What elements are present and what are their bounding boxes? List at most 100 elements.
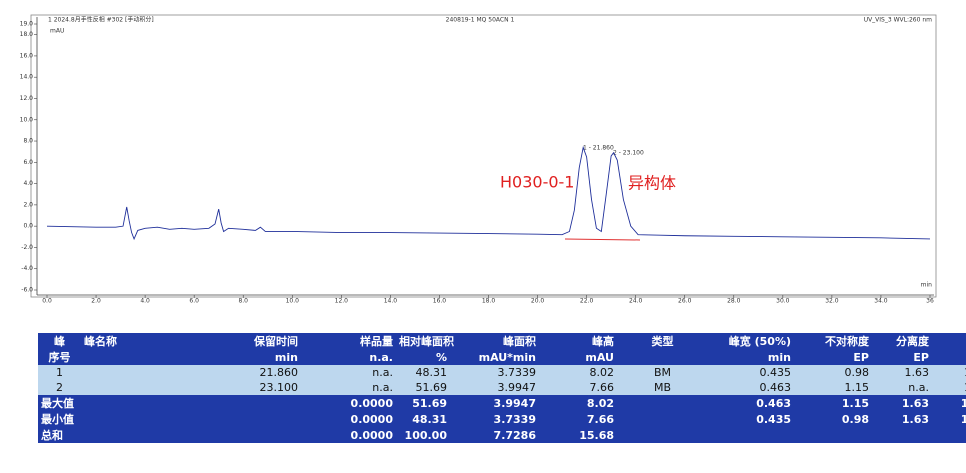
y-tick-label: 6.0 bbox=[23, 159, 33, 166]
peak-label: 2 - 23.100 bbox=[613, 150, 644, 157]
table-cell: 峰 bbox=[38, 333, 81, 349]
x-tick-label: 34.0 bbox=[874, 298, 888, 305]
table-cell: 48.31 bbox=[396, 365, 450, 380]
table-cell: 3.7339 bbox=[450, 365, 539, 380]
table-cell: 峰高 bbox=[539, 333, 617, 349]
table-cell: 13776 bbox=[932, 411, 966, 427]
table-cell: 48.31 bbox=[396, 411, 450, 427]
table-cell: 3.9947 bbox=[450, 395, 539, 411]
table-cell bbox=[81, 427, 212, 443]
table-cell bbox=[212, 427, 301, 443]
table-cell: 最小值 bbox=[38, 411, 81, 427]
table-cell: 21.860 bbox=[212, 365, 301, 380]
table-cell: 7.66 bbox=[539, 380, 617, 395]
x-tick-label: 30.0 bbox=[776, 298, 790, 305]
x-tick-label: 20.0 bbox=[531, 298, 545, 305]
y-tick-label: -4.0 bbox=[21, 265, 33, 272]
y-tick-label: 12.0 bbox=[20, 95, 34, 102]
table-cell: 8.02 bbox=[539, 395, 617, 411]
annotation: 异构体 bbox=[628, 174, 676, 193]
chart-subtitle: 240819-1 MQ 50ACN 1 bbox=[446, 17, 515, 24]
table-cell bbox=[81, 380, 212, 395]
table-row: 总和 0.0000 100.00 7.7286 15.68 bbox=[38, 427, 966, 443]
x-tick-label: 18.0 bbox=[482, 298, 496, 305]
chart: 1 2024.8月手性反相 #302 [手动积分] 240819-1 MQ 50… bbox=[20, 14, 937, 305]
table-cell: mAU*min bbox=[450, 349, 539, 365]
table-cell: n.a. bbox=[301, 349, 396, 365]
table-cell: 峰宽 (50%) bbox=[708, 333, 794, 349]
chart-title: 1 2024.8月手性反相 #302 [手动积分] bbox=[48, 16, 154, 24]
table-cell: 0.435 bbox=[708, 411, 794, 427]
table-cell: 8.02 bbox=[539, 365, 617, 380]
table-cell: 相对峰面积 bbox=[396, 333, 454, 349]
table-cell: 15.68 bbox=[539, 427, 617, 443]
y-tick-label: 4.0 bbox=[23, 180, 33, 187]
x-tick-label: 0.0 bbox=[42, 298, 52, 305]
x-tick-label: 28.0 bbox=[727, 298, 741, 305]
table-cell: BM bbox=[617, 365, 708, 380]
table-cell bbox=[81, 349, 212, 365]
y-tick-label: 18.0 bbox=[20, 31, 34, 38]
table-cell: 0.463 bbox=[708, 395, 794, 411]
table-cell: mAU bbox=[539, 349, 617, 365]
table-cell bbox=[932, 427, 966, 443]
y-tick-label: 19.0 bbox=[20, 21, 34, 28]
table-cell bbox=[617, 411, 708, 427]
table-cell: 1.15 bbox=[794, 380, 872, 395]
table-cell: 51.69 bbox=[396, 380, 450, 395]
x-tick-label: 10.0 bbox=[286, 298, 300, 305]
table-cell: 2 bbox=[38, 380, 81, 395]
x-axis-label: min bbox=[921, 282, 933, 289]
table-cell: 3.9947 bbox=[450, 380, 539, 395]
table-cell: 0.0000 bbox=[301, 427, 396, 443]
y-axis-label: mAU bbox=[50, 28, 64, 35]
table-cell: 塔板数 bbox=[932, 333, 966, 349]
table-cell: 13776 bbox=[932, 380, 966, 395]
x-tick-label: 4.0 bbox=[140, 298, 150, 305]
y-tick-label: 14.0 bbox=[20, 74, 34, 81]
integration-baseline bbox=[564, 238, 641, 241]
table-cell: 1.63 bbox=[872, 411, 932, 427]
table-cell: 0.98 bbox=[794, 411, 872, 427]
table-cell: 总和 bbox=[38, 427, 81, 443]
table-cell: EP bbox=[872, 349, 932, 365]
x-tick-label: 8.0 bbox=[238, 298, 248, 305]
table-cell: 峰面积 bbox=[450, 333, 539, 349]
table-cell: n.a. bbox=[301, 380, 396, 395]
table-cell: 分离度 bbox=[872, 333, 932, 349]
table-cell bbox=[872, 427, 932, 443]
peak-label: 1 - 21.860 bbox=[583, 145, 614, 152]
y-tick-label: -6.0 bbox=[21, 287, 33, 294]
table-cell: 0.0000 bbox=[301, 411, 396, 427]
table-row: 1 21.860 n.a. 48.31 3.7339 8.02 BM 0.435 0.98 1.6… bbox=[38, 365, 966, 380]
table-cell: 1.63 bbox=[872, 395, 932, 411]
table-cell: 1.63 bbox=[872, 365, 932, 380]
table-cell: 7.7286 bbox=[450, 427, 539, 443]
table-cell bbox=[81, 411, 212, 427]
table-cell: min bbox=[708, 349, 794, 365]
table-cell bbox=[617, 349, 708, 365]
y-tick-label: 2.0 bbox=[23, 201, 33, 208]
table-cell: 序号 bbox=[38, 349, 81, 365]
table-cell: 3.7339 bbox=[450, 411, 539, 427]
table-cell: 14021 bbox=[932, 365, 966, 380]
x-tick-label: 6.0 bbox=[189, 298, 199, 305]
table-cell bbox=[81, 365, 212, 380]
table-cell: 峰名称 bbox=[81, 333, 212, 349]
y-tick-label: 0.0 bbox=[23, 223, 33, 230]
x-tick-label: 26.0 bbox=[678, 298, 692, 305]
table-cell: min bbox=[212, 349, 301, 365]
table-cell: n.a. bbox=[872, 380, 932, 395]
table-cell bbox=[617, 427, 708, 443]
x-tick-label: 16.0 bbox=[433, 298, 447, 305]
table-cell: 类型 bbox=[617, 333, 708, 349]
plot-frame bbox=[30, 14, 937, 298]
table-cell: 保留时间 bbox=[212, 333, 301, 349]
table-cell: 14021 bbox=[932, 395, 966, 411]
y-tick-label: 8.0 bbox=[23, 138, 33, 145]
table-row: 2 23.100 n.a. 51.69 3.9947 7.66 MB 0.463 1.15 n.a… bbox=[38, 380, 966, 395]
table-cell: 样品量 bbox=[301, 333, 396, 349]
